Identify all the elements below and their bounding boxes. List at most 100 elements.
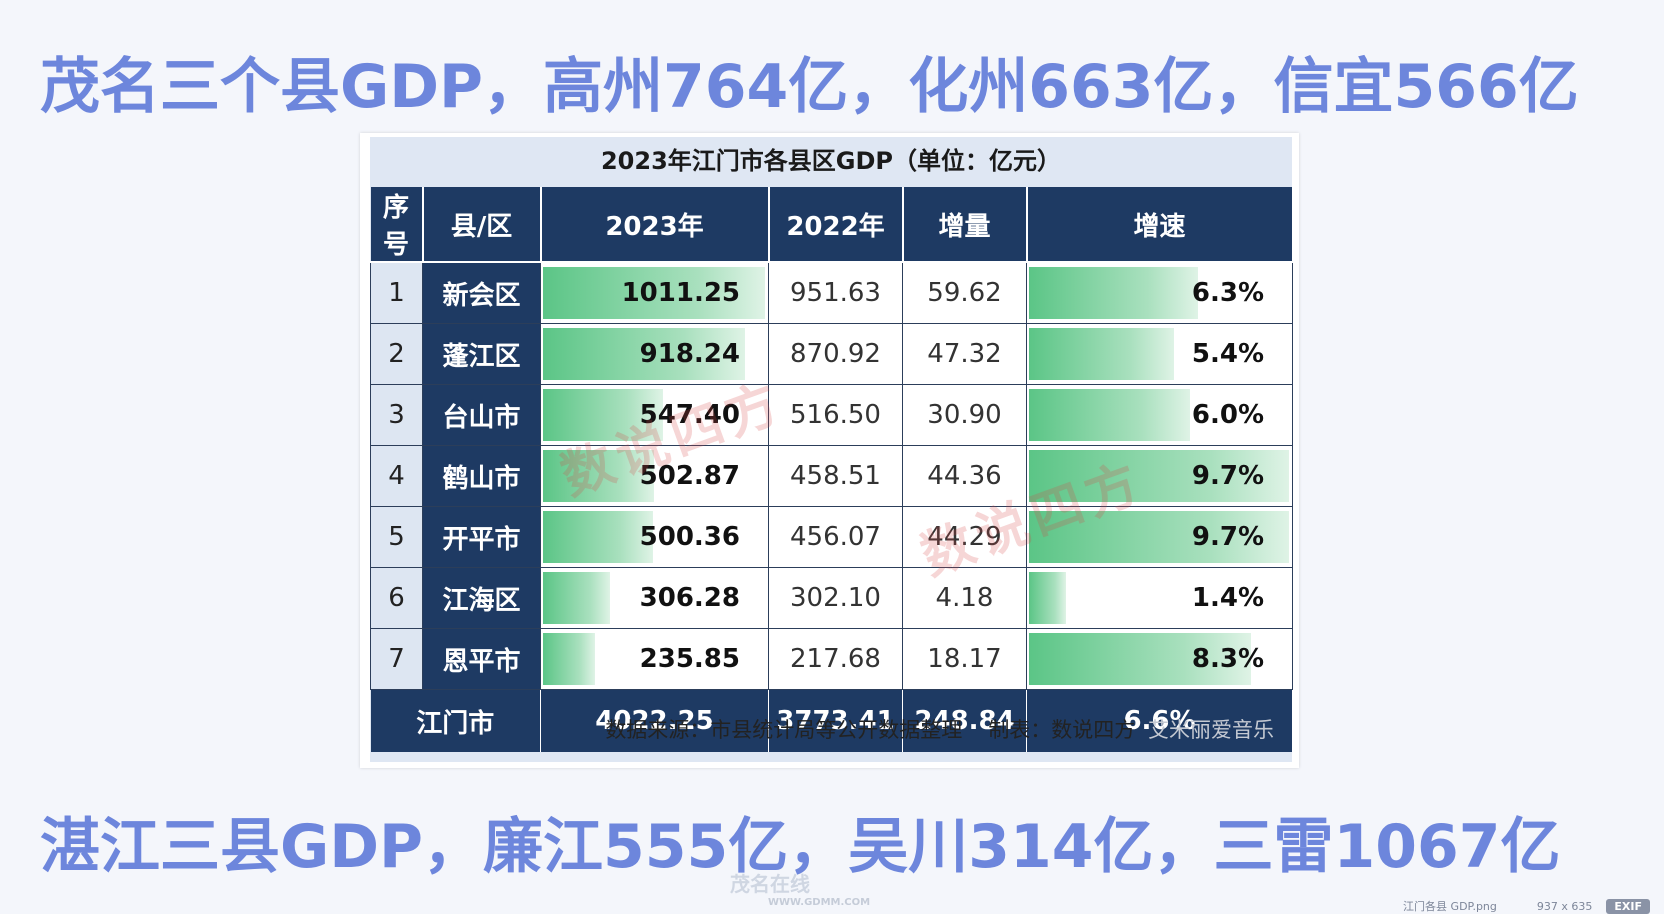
gdp-2023-bar [543,389,664,441]
growth-bar [1029,267,1198,319]
row-growth-cell: 9.7% [1026,445,1293,507]
row-gdp-2023: 306.28 [639,583,740,613]
row-district: 新会区 [422,261,541,324]
site-logo-text: 茂名在线 [730,872,810,896]
row-gdp-2022: 516.50 [768,384,903,446]
growth-bar [1029,633,1252,685]
row-district: 蓬江区 [422,323,541,385]
bottom-headline: 湛江三县GDP，廉江555亿，吴川314亿，三雷1067亿 [40,812,1561,882]
gdp-table-panel: 2023年江门市各县区GDP（单位：亿元） 序号 县/区 2023年 2022年… [370,137,1294,762]
total-label: 江门市 [370,689,541,752]
gdp-2023-bar [543,267,766,319]
col-header-2023: 2023年 [540,187,770,263]
row-growth: 6.3% [1191,278,1264,308]
col-header-index: 序号 [370,187,424,263]
table-row: 3 台山市 547.40 516.50 30.90 6.0% [370,384,1293,446]
table-row: 1 新会区 1011.25 951.63 59.62 6.3% [370,261,1293,324]
row-growth-cell: 5.4% [1026,323,1293,385]
top-headline: 茂名三个县GDP，高州764亿，化州663亿，信宜566亿 [40,52,1579,122]
row-gdp-2023: 918.24 [639,339,740,369]
growth-bar [1029,572,1067,624]
col-header-2022: 2022年 [768,187,904,263]
row-index: 7 [370,628,423,690]
row-index: 4 [370,445,423,507]
total-row: 江门市 4022.25 3773.41 248.84 6.6% [370,689,1293,752]
gdp-2023-bar [543,328,746,380]
exif-button[interactable]: EXIF [1606,899,1650,914]
gdp-table: 序号 县/区 2023年 2022年 增量 增速 1 新会区 1011.25 951.… [370,187,1294,752]
gdp-2023-bar [543,572,611,624]
table-row: 2 蓬江区 918.24 870.92 47.32 5.4% [370,323,1293,385]
row-gdp-2023-cell: 547.40 [540,384,769,446]
row-growth-cell: 6.3% [1026,261,1293,324]
table-row: 4 鹤山市 502.87 458.51 44.36 9.7% [370,445,1293,507]
file-name: 江门各县 GDP.png [1403,900,1497,913]
row-index: 3 [370,384,423,446]
row-growth-cell: 9.7% [1026,506,1293,568]
maker-label: 制表：数说四方 [988,718,1136,742]
row-increment: 4.18 [902,567,1027,629]
row-growth-cell: 1.4% [1026,567,1293,629]
credit-overlay: 艾米丽爱音乐 [1148,718,1274,742]
row-gdp-2022: 302.10 [768,567,903,629]
row-index: 6 [370,567,423,629]
row-growth: 9.7% [1191,522,1264,552]
row-gdp-2023: 1011.25 [621,278,740,308]
row-gdp-2022: 456.07 [768,506,903,568]
row-gdp-2023: 500.36 [639,522,740,552]
table-header-row: 序号 县/区 2023年 2022年 增量 增速 [370,187,1294,263]
total-increment: 248.84 [902,689,1027,752]
row-gdp-2023-cell: 502.87 [540,445,769,507]
col-header-increment: 增量 [902,187,1028,263]
row-growth: 9.7% [1191,461,1264,491]
row-increment: 18.17 [902,628,1027,690]
row-gdp-2023-cell: 918.24 [540,323,769,385]
file-info-bar: 江门各县 GDP.png 937 x 635 EXIF [1363,898,1650,914]
total-2022: 3773.41 [768,689,903,752]
row-gdp-2022: 217.68 [768,628,903,690]
file-dimensions: 937 x 635 [1536,900,1593,913]
row-increment: 44.29 [902,506,1027,568]
table-footnote: 数据来源：市县统计局等公开数据整理 制表：数说四方 艾米丽爱音乐 [370,714,1292,744]
table-body: 1 新会区 1011.25 951.63 59.62 6.3% 2 蓬江区 918.24 870.… [370,261,1293,690]
row-district: 开平市 [422,506,541,568]
row-growth: 5.4% [1191,339,1264,369]
total-2023: 4022.25 [540,689,769,752]
source-label: 数据来源：市县统计局等公开数据整理 [605,718,963,742]
gdp-2023-bar [543,633,595,685]
gdp-table-image: 2023年江门市各县区GDP（单位：亿元） 序号 县/区 2023年 2022年… [360,133,1299,768]
site-url: WWW.GDMM.COM [768,897,871,908]
row-gdp-2023-cell: 1011.25 [540,261,769,324]
row-growth: 6.0% [1191,400,1264,430]
growth-bar [1029,328,1174,380]
row-district: 台山市 [422,384,541,446]
row-gdp-2023: 235.85 [639,644,740,674]
gdp-2023-bar [543,511,654,563]
row-increment: 59.62 [902,261,1027,324]
gdp-2023-bar [543,450,654,502]
growth-bar [1029,511,1289,563]
row-gdp-2023: 502.87 [639,461,740,491]
site-logo: 茂名在线 WWW.GDMM.COM [730,868,870,908]
table-title: 2023年江门市各县区GDP（单位：亿元） [600,147,1061,175]
growth-bar [1029,389,1190,441]
col-header-growth: 增速 [1026,187,1294,263]
row-gdp-2023-cell: 235.85 [540,628,769,690]
row-index: 5 [370,506,423,568]
row-gdp-2022: 951.63 [768,261,903,324]
table-row: 5 开平市 500.36 456.07 44.29 9.7% [370,506,1293,568]
table-row: 6 江海区 306.28 302.10 4.18 1.4% [370,567,1293,629]
row-index: 1 [370,261,423,324]
row-gdp-2022: 870.92 [768,323,903,385]
growth-bar [1029,450,1289,502]
total-growth: 6.6% [1026,689,1293,752]
row-index: 2 [370,323,423,385]
row-growth-cell: 6.0% [1026,384,1293,446]
row-growth-cell: 8.3% [1026,628,1293,690]
row-growth: 1.4% [1191,583,1264,613]
row-district: 鹤山市 [422,445,541,507]
row-gdp-2023-cell: 306.28 [540,567,769,629]
table-row: 7 恩平市 235.85 217.68 18.17 8.3% [370,628,1293,690]
row-growth: 8.3% [1191,644,1264,674]
row-increment: 47.32 [902,323,1027,385]
